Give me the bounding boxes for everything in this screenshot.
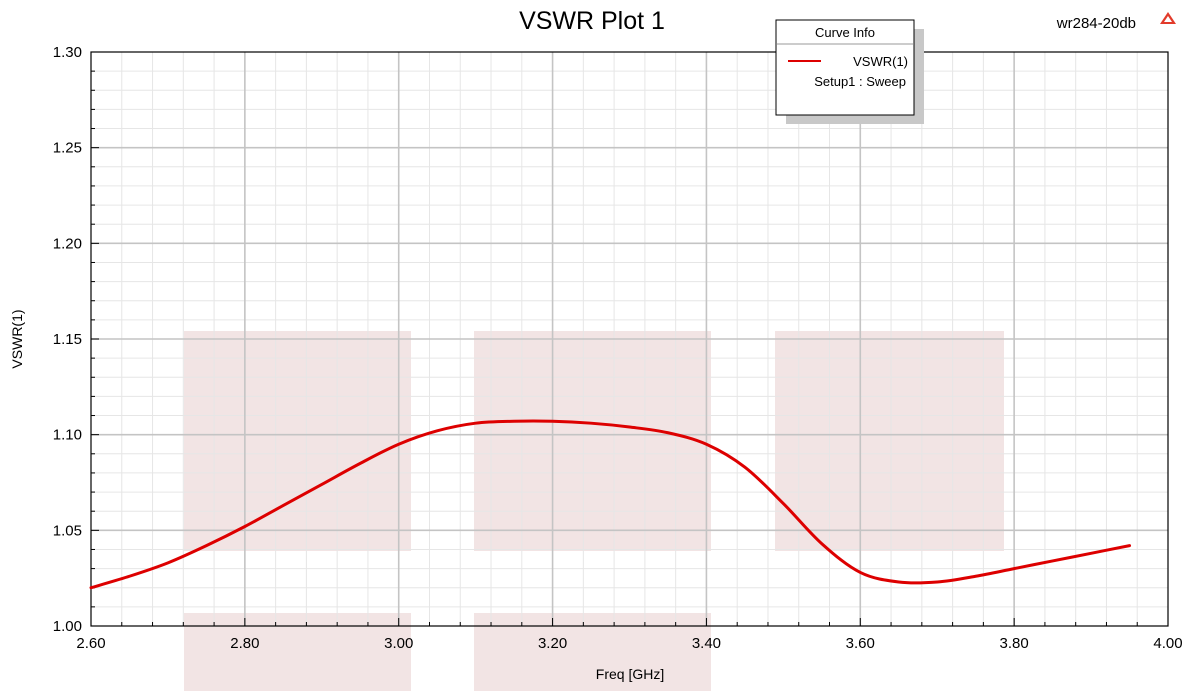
legend-box <box>775 19 915 116</box>
series-layer <box>89 419 1132 590</box>
watermark-tile <box>474 331 711 551</box>
x-tick-label: 3.40 <box>692 635 721 652</box>
ansys-logo-icon <box>1160 12 1176 24</box>
y-tick-label: 1.05 <box>53 522 82 539</box>
watermark <box>184 331 1004 691</box>
axis-ticks <box>90 51 1169 627</box>
plot-grid <box>91 52 1168 626</box>
y-tick-label: 1.20 <box>53 235 82 252</box>
x-tick-label: 3.80 <box>1000 635 1029 652</box>
x-tick-labels: 2.60 2.80 3.00 3.20 3.40 3.60 3.80 4.00 <box>76 635 1182 652</box>
y-tick-label: 1.15 <box>53 331 82 348</box>
x-tick-label: 3.60 <box>846 635 875 652</box>
y-tick-label: 1.30 <box>53 44 82 61</box>
x-tick-label: 3.20 <box>538 635 567 652</box>
legend-series-name: VSWR(1) <box>853 54 908 69</box>
watermark-tile <box>775 331 1004 551</box>
x-tick-label: 4.00 <box>1153 635 1182 652</box>
y-tick-label: 1.10 <box>53 427 82 444</box>
x-tick-label: 3.00 <box>384 635 413 652</box>
watermark-tile <box>184 613 411 691</box>
project-name: wr284-20db <box>1056 15 1136 32</box>
x-tick-label: 2.60 <box>76 635 105 652</box>
series-line-vswr <box>89 419 1132 590</box>
y-axis-label: VSWR(1) <box>9 309 25 368</box>
x-tick-label: 2.80 <box>230 635 259 652</box>
legend-series-subtitle: Setup1 : Sweep <box>814 74 906 89</box>
legend-header: Curve Info <box>815 25 875 40</box>
x-axis-label: Freq [GHz] <box>596 666 664 682</box>
y-tick-label: 1.00 <box>53 618 82 635</box>
legend[interactable]: Curve Info VSWR(1) Setup1 : Sweep <box>775 19 924 124</box>
y-tick-label: 1.25 <box>53 140 82 157</box>
chart-title: VSWR Plot 1 <box>519 7 665 35</box>
y-tick-labels: 1.00 1.05 1.10 1.15 1.20 1.25 1.30 <box>53 44 82 635</box>
watermark-tile <box>184 331 411 551</box>
